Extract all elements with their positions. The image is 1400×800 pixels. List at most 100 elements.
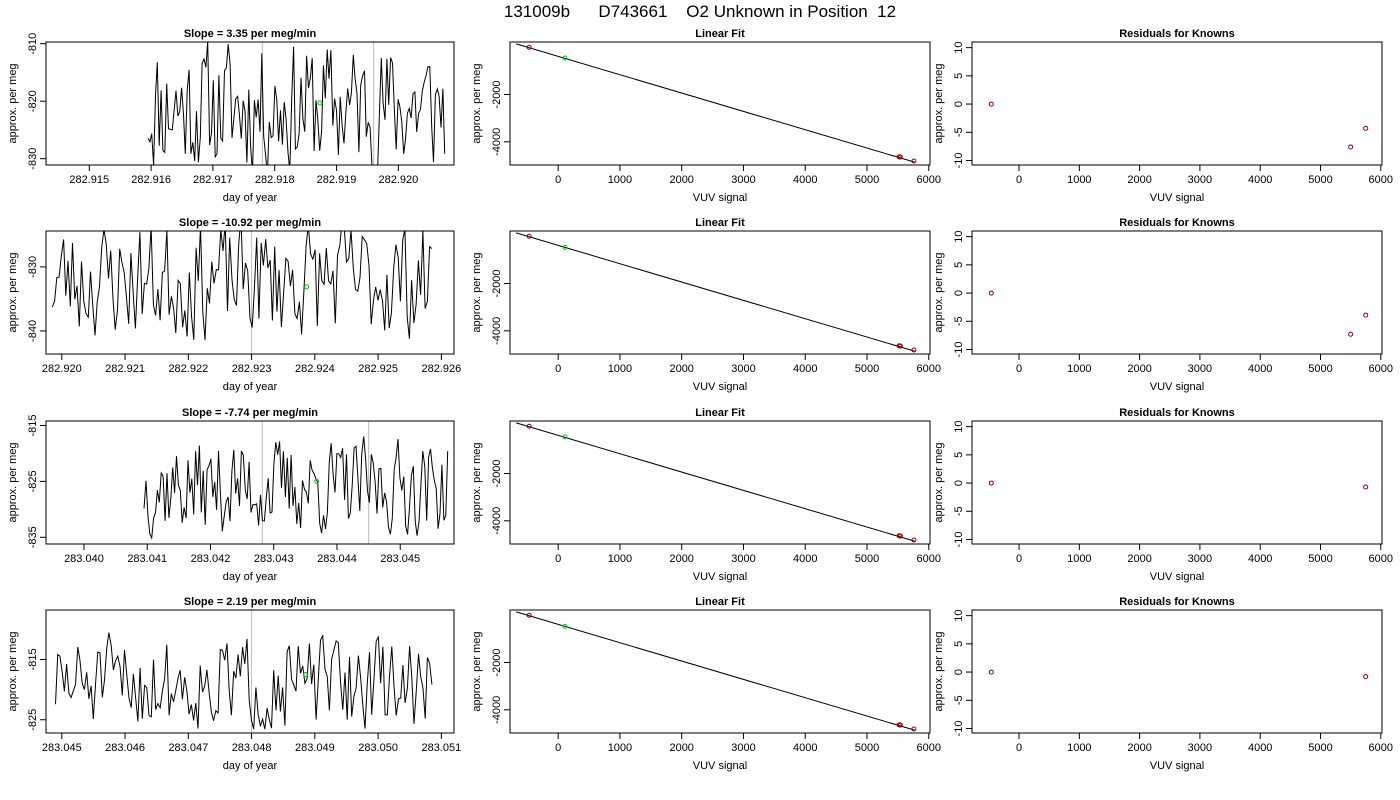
y-axis-label: approx. per meg <box>471 63 483 143</box>
x-axis-label: day of year <box>223 571 278 583</box>
panel-title: Slope = 2.19 per meg/min <box>184 596 317 608</box>
x-tick-label: 5000 <box>855 363 879 375</box>
x-tick-label: 282.919 <box>317 174 357 186</box>
y-tick-label: -830 <box>27 256 39 278</box>
known-point <box>526 233 532 239</box>
signal-trace <box>51 231 433 341</box>
x-axis-label: VUV signal <box>1150 381 1204 393</box>
signal-trace <box>147 42 446 165</box>
x-tick-label: 0 <box>555 363 561 375</box>
y-tick-label: -2000 <box>491 459 503 487</box>
x-tick-label: 1000 <box>608 174 632 186</box>
y-tick-label: -10 <box>953 532 965 548</box>
x-tick-label: 6000 <box>917 553 941 565</box>
y-tick-label: 0 <box>953 101 965 107</box>
x-tick-label: 2000 <box>669 742 693 754</box>
x-tick-label: 5000 <box>855 174 879 186</box>
signal-trace <box>143 436 449 540</box>
x-tick-label: 4000 <box>793 363 817 375</box>
known-point <box>911 347 917 353</box>
x-tick-label: 283.040 <box>64 553 104 565</box>
y-tick-label: -835 <box>27 526 39 548</box>
y-axis-label: approx. per meg <box>933 252 945 332</box>
panel-fit-4: Linear Fit 0 1000 2000 3000 4000 5000 6000 VUV s… <box>471 596 941 772</box>
unknown-point <box>562 434 568 440</box>
y-tick-label: 10 <box>953 421 965 433</box>
x-tick-label: 0 <box>555 174 561 186</box>
y-tick-label: 0 <box>953 480 965 486</box>
y-tick-label: -830 <box>27 148 39 170</box>
y-tick-label: -10 <box>953 721 965 737</box>
x-tick-label: 5000 <box>1308 742 1332 754</box>
x-axis-label: VUV signal <box>693 381 747 393</box>
panel-fit-3: Linear Fit 0 1000 2000 3000 4000 5000 6000 VUV s… <box>471 407 941 583</box>
known-point <box>911 158 917 164</box>
x-tick-label: 282.926 <box>421 363 461 375</box>
x-tick-label: 283.045 <box>42 742 82 754</box>
residual-point <box>1363 484 1369 490</box>
y-axis-label: approx. per meg <box>933 442 945 522</box>
plot-area <box>55 610 433 733</box>
fit-line <box>516 232 915 352</box>
panel-resid-2: Residuals for Knowns 0 1000 2000 3000 4000 500… <box>933 217 1393 393</box>
y-tick-label: -10 <box>953 153 965 169</box>
x-tick-label: 6000 <box>917 742 941 754</box>
known-point <box>897 533 903 539</box>
residual-point <box>988 290 994 296</box>
y-axis-label: approx. per meg <box>933 631 945 711</box>
y-tick-label: -820 <box>27 90 39 112</box>
x-tick-label: 4000 <box>1248 363 1272 375</box>
x-tick-label: 6000 <box>1369 174 1393 186</box>
x-tick-label: 1000 <box>1067 174 1091 186</box>
x-tick-label: 283.049 <box>295 742 335 754</box>
unknown-mean-point <box>314 478 320 484</box>
known-point <box>526 423 532 429</box>
plot-area <box>988 669 1369 680</box>
panel-title: Slope = -7.74 per meg/min <box>182 407 318 419</box>
x-tick-label: 0 <box>1016 742 1022 754</box>
x-axis-label: day of year <box>223 760 278 772</box>
panel-title: Linear Fit <box>695 217 745 229</box>
panel-title: Residuals for Knowns <box>1119 217 1235 229</box>
y-tick-label: -2000 <box>491 80 503 108</box>
x-tick-label: 6000 <box>1369 742 1393 754</box>
x-tick-label: 2000 <box>1127 363 1151 375</box>
fit-line <box>516 43 915 163</box>
known-point <box>526 612 532 618</box>
unknown-mean-point <box>317 100 323 106</box>
x-tick-label: 6000 <box>917 363 941 375</box>
x-tick-label: 283.047 <box>168 742 208 754</box>
x-tick-label: 0 <box>555 742 561 754</box>
x-tick-label: 282.923 <box>232 363 272 375</box>
plot-area <box>51 231 433 354</box>
y-tick-label: -5 <box>953 695 965 705</box>
x-tick-label: 3000 <box>1188 742 1212 754</box>
x-tick-label: 6000 <box>1369 553 1393 565</box>
y-tick-label: -5 <box>953 316 965 326</box>
plot-area <box>143 421 449 544</box>
x-tick-label: 282.917 <box>193 174 233 186</box>
x-axis-label: VUV signal <box>1150 760 1204 772</box>
y-tick-label: 0 <box>953 290 965 296</box>
x-tick-label: 283.045 <box>380 553 420 565</box>
y-axis-label: approx. per meg <box>471 631 483 711</box>
plot-frame <box>971 230 1383 355</box>
x-tick-label: 0 <box>555 553 561 565</box>
x-tick-label: 2000 <box>669 363 693 375</box>
plot-area <box>516 611 917 732</box>
known-point <box>911 726 917 732</box>
unknown-point <box>562 244 568 250</box>
plot-frame <box>971 420 1383 545</box>
x-tick-label: 5000 <box>855 742 879 754</box>
panel-title: Slope = -10.92 per meg/min <box>179 217 321 229</box>
x-tick-label: 1000 <box>1067 553 1091 565</box>
x-tick-label: 5000 <box>1308 363 1332 375</box>
x-tick-label: 3000 <box>1188 363 1212 375</box>
panel-title: Linear Fit <box>695 28 745 40</box>
y-tick-label: 10 <box>953 231 965 243</box>
x-axis-label: VUV signal <box>693 192 747 204</box>
y-tick-label: -4000 <box>491 507 503 535</box>
x-tick-label: 4000 <box>793 174 817 186</box>
x-tick-label: 3000 <box>1188 553 1212 565</box>
y-tick-label: 5 <box>953 641 965 647</box>
